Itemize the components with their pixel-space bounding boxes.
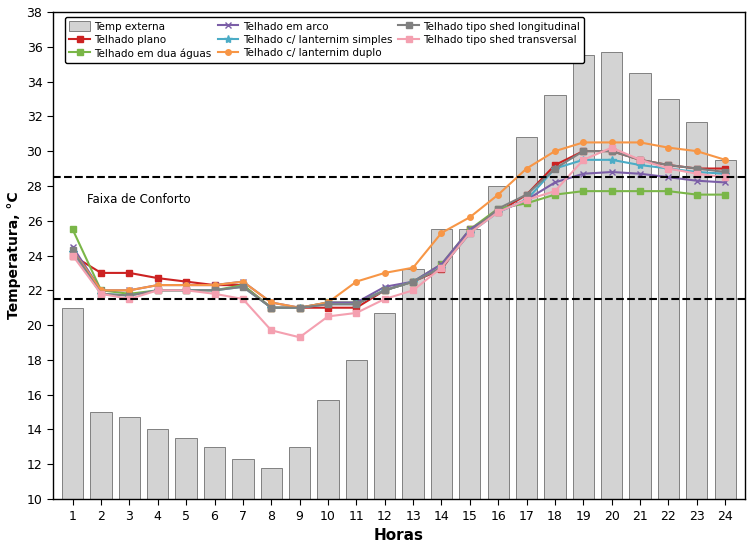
Text: Faixa de Conforto: Faixa de Conforto [86, 194, 190, 206]
Bar [289, 447, 311, 550]
Bar [686, 122, 708, 550]
Y-axis label: Temperatura, °C: Temperatura, °C [7, 192, 21, 320]
Bar [147, 430, 168, 550]
Bar [261, 468, 282, 550]
Bar [402, 270, 423, 550]
Bar [658, 99, 679, 550]
Bar [346, 360, 367, 550]
Bar [544, 96, 566, 550]
X-axis label: Horas: Horas [374, 528, 424, 543]
Bar [90, 412, 111, 550]
Bar [374, 313, 396, 550]
Bar [175, 438, 197, 550]
Bar [204, 447, 225, 550]
Bar [573, 56, 594, 550]
Bar [487, 186, 509, 550]
Bar [62, 307, 83, 550]
Bar [232, 459, 253, 550]
Bar [629, 73, 650, 550]
Bar [601, 52, 623, 550]
Legend: Temp externa, Telhado plano, Telhado em dua águas, Telhado em arco, Telhado c/ l: Temp externa, Telhado plano, Telhado em … [65, 17, 584, 63]
Bar [119, 417, 140, 550]
Bar [431, 229, 452, 550]
Bar [516, 137, 537, 550]
Bar [317, 400, 338, 550]
Bar [714, 160, 736, 550]
Bar [459, 229, 481, 550]
